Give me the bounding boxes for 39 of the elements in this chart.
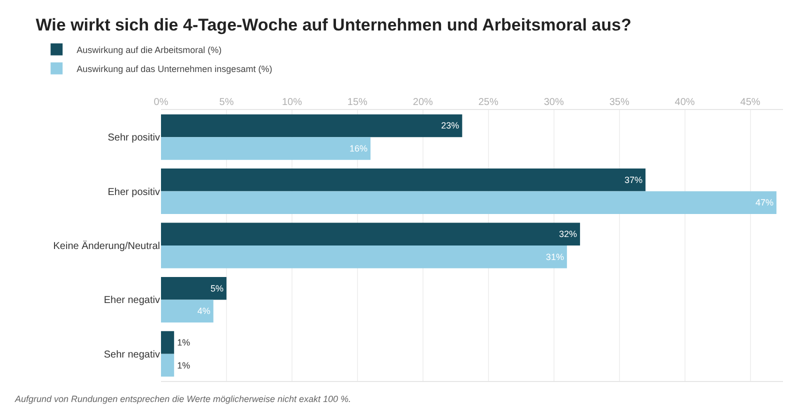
data-label: 31% <box>546 252 564 262</box>
x-tick-label: 5% <box>219 97 234 108</box>
data-label: 47% <box>755 198 774 208</box>
bar <box>161 331 174 354</box>
y-tick-label: Eher negativ <box>104 295 160 306</box>
data-label: 16% <box>350 143 368 154</box>
y-tick-label: Sehr negativ <box>104 349 160 360</box>
bar <box>161 354 174 377</box>
bar <box>161 114 462 138</box>
bar <box>161 222 580 246</box>
data-label: 37% <box>624 174 643 185</box>
x-tick-label: 45% <box>740 97 760 108</box>
x-tick-label: 30% <box>544 97 564 108</box>
bar <box>161 137 371 160</box>
x-tick-label: 0% <box>154 97 168 108</box>
data-label: 4% <box>197 306 210 316</box>
bar <box>161 191 776 214</box>
x-tick-label: 25% <box>478 97 498 108</box>
y-tick-label: Sehr positiv <box>108 132 160 144</box>
bar <box>161 276 226 300</box>
data-label: 23% <box>441 120 460 131</box>
bar <box>161 246 567 268</box>
x-tick-label: 10% <box>282 97 302 108</box>
legend-label: Auswirkung auf das Unternehmen insgesamt (%) <box>76 64 272 74</box>
bar <box>161 168 646 192</box>
x-tick-label: 40% <box>674 97 695 108</box>
data-label: 5% <box>210 283 224 294</box>
data-label: 1% <box>177 360 190 370</box>
y-tick-label: Eher positiv <box>108 186 160 198</box>
x-tick-label: 35% <box>609 97 630 108</box>
x-tick-label: 20% <box>412 97 434 108</box>
chart-title: Wie wirkt sich die 4-Tage-Woche auf Unternehmen und Arbeitsmoral aus? <box>36 16 632 35</box>
legend-label: Auswirkung auf die Arbeitsmoral (%) <box>76 44 222 55</box>
text: Aufgrund von Rundungen entsprechen die Werte möglicherweise nicht exakt 100 %. <box>14 394 352 404</box>
x-tick-label: 15% <box>347 97 368 108</box>
data-label: 32% <box>559 229 578 240</box>
bar <box>161 300 214 322</box>
y-tick-label: Keine Änderung/Neutral <box>53 240 160 252</box>
data-label: 1% <box>177 338 190 348</box>
